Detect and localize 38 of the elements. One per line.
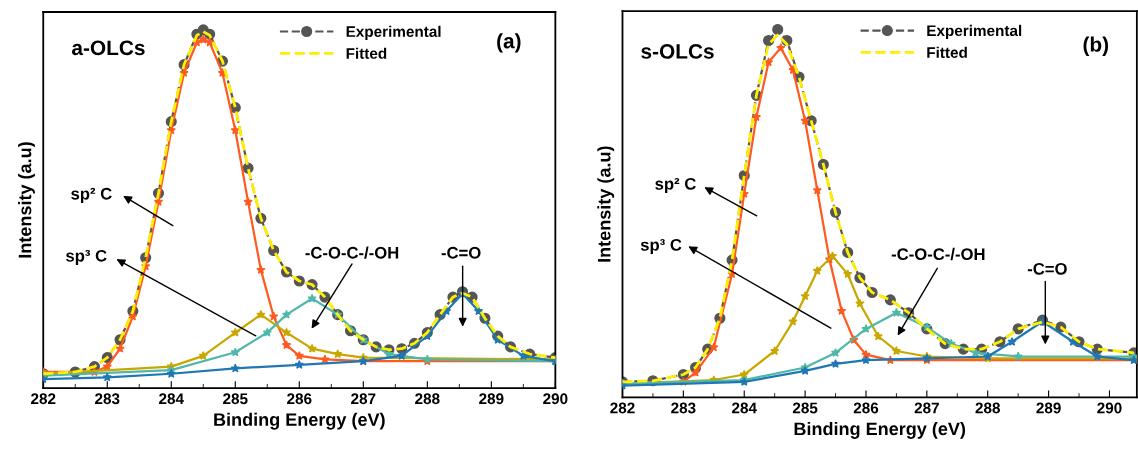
- x-tick-label: 290: [543, 393, 568, 405]
- x-tick-label: 287: [351, 393, 376, 405]
- annotation: -C=O: [441, 246, 481, 259]
- x-tick-label: 284: [159, 393, 184, 405]
- x-axis-title: Binding Energy (eV): [214, 412, 385, 430]
- x-axis-title: Binding Energy (eV): [794, 421, 966, 439]
- x-tick-label: 283: [95, 393, 120, 405]
- x-tick-label: 283: [671, 402, 696, 414]
- annotation: -C-O-C-/-OH: [305, 246, 399, 259]
- annotation: sp² C: [71, 187, 112, 203]
- x-tick-label: 286: [287, 393, 312, 405]
- x-tick-label: 285: [223, 393, 248, 405]
- y-axis-title: Intensity (a.u): [597, 146, 615, 262]
- x-tick-label: 288: [975, 402, 1000, 414]
- annotation: a-OLCs: [72, 40, 145, 56]
- x-tick-label: 289: [1036, 402, 1061, 414]
- annotation: sp² C: [655, 177, 696, 194]
- annotation: -C-O-C-/-OH: [891, 247, 985, 261]
- annotation: sp³ C: [66, 249, 107, 265]
- annotation: sp³ C: [640, 238, 682, 255]
- x-tick-label: 290: [1097, 402, 1122, 414]
- legend-label: Fitted: [927, 46, 967, 58]
- x-tick-label: 282: [610, 402, 635, 414]
- x-tick-label: 285: [792, 402, 818, 414]
- x-tick-label: 286: [853, 402, 879, 414]
- x-tick-label: 282: [31, 393, 56, 405]
- x-tick-label: 288: [415, 393, 440, 405]
- annotation: -C=O: [1027, 262, 1067, 275]
- x-tick-label: 287: [914, 402, 939, 414]
- legend-label: Experimental: [927, 24, 1022, 40]
- legend-label: Fitted: [346, 47, 387, 59]
- annotation: s-OLCs: [641, 44, 714, 59]
- x-tick-label: 284: [732, 402, 757, 414]
- x-tick-label: 289: [479, 393, 504, 405]
- annotation: (b): [1083, 36, 1109, 56]
- y-axis-title: Intensity (a.u): [18, 142, 35, 258]
- legend-label: Experimental: [346, 25, 441, 40]
- annotation: (a): [497, 33, 521, 53]
